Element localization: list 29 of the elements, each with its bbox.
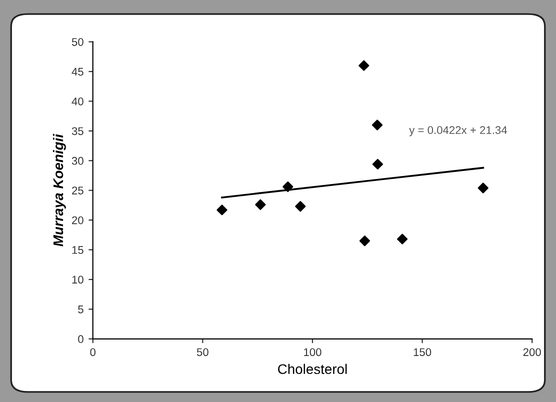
x-tick-label: 200 — [523, 348, 541, 356]
x-tick-label: 0 — [90, 348, 96, 356]
y-tick-label: 35 — [72, 127, 84, 136]
point — [295, 201, 306, 212]
annotation: y = 0.0422x + 21.34 — [409, 126, 508, 136]
point — [358, 60, 370, 71]
x-tick-label: 50 — [196, 348, 208, 356]
y-tick-label: 0 — [78, 335, 84, 344]
y-tick-label: 30 — [72, 156, 84, 165]
point — [478, 182, 488, 194]
x-tick-label: 150 — [414, 348, 432, 356]
x-axis-title: Cholesterol — [278, 364, 347, 374]
point — [372, 158, 383, 170]
y-tick-label: 10 — [72, 276, 84, 284]
y-tick-label: 20 — [72, 216, 84, 224]
y-tick-label: 5 — [78, 306, 84, 314]
point — [359, 236, 370, 246]
y-axis-title: Murraya Koenigii — [52, 134, 66, 246]
y-tick-label: 45 — [72, 68, 84, 76]
point — [216, 204, 228, 216]
x-tick-label: 100 — [304, 348, 322, 356]
point — [372, 120, 383, 130]
point — [255, 199, 266, 210]
point — [396, 234, 408, 244]
y-tick-label: 15 — [72, 246, 84, 254]
y-tick-label: 25 — [72, 186, 84, 194]
y-tick-label: 40 — [72, 97, 84, 106]
y-tick-label: 50 — [72, 38, 84, 46]
point — [282, 181, 294, 192]
